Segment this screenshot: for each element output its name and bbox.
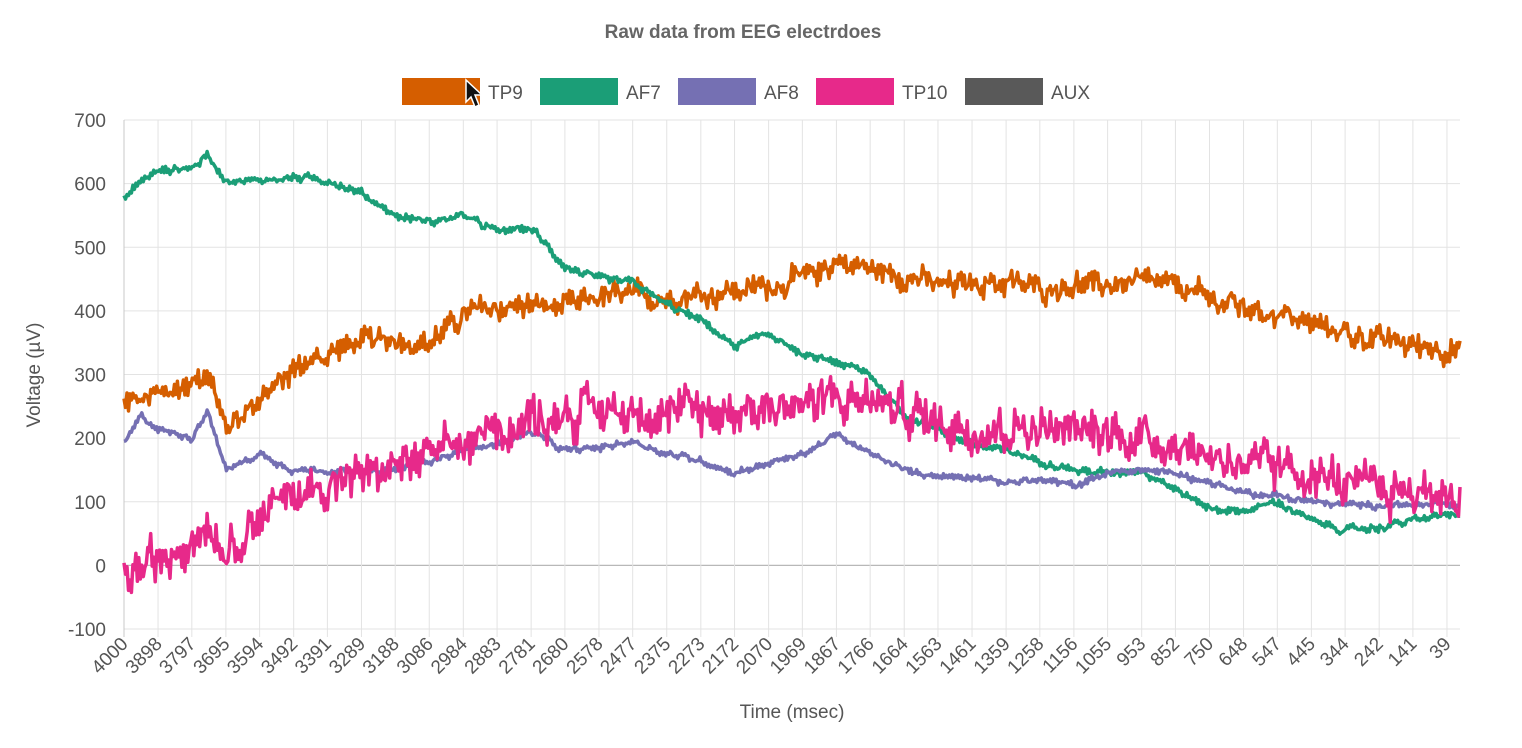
y-tick-label: 0	[95, 556, 106, 577]
x-tick-label: 2883	[461, 634, 506, 679]
series-line-tp10	[122, 374, 1462, 595]
y-tick-label: 100	[74, 493, 106, 514]
x-tick-label: 750	[1181, 634, 1218, 671]
x-tick-label: 3898	[122, 634, 167, 679]
y-axis: 700 600 500 400 300 200 100 0 -100	[68, 111, 106, 641]
x-tick-label: 648	[1215, 634, 1252, 671]
x-tick-label: 1867	[800, 634, 845, 679]
x-tick-label: 1461	[936, 634, 981, 679]
legend-label-aux[interactable]: AUX	[1051, 83, 1090, 104]
x-tick-label: 242	[1350, 634, 1387, 671]
x-tick-label: 2172	[698, 634, 743, 679]
series-line-tp9	[122, 253, 1462, 435]
x-tick-label: 3289	[325, 634, 370, 679]
series-line-af7	[122, 149, 1461, 536]
x-tick-label: 3188	[359, 634, 404, 679]
legend-swatch-tp10[interactable]	[816, 78, 894, 105]
y-tick-label: 400	[74, 302, 106, 323]
y-tick-label: 300	[74, 366, 106, 387]
x-tick-label: 2070	[732, 634, 777, 679]
series-layer	[122, 149, 1462, 595]
x-tick-label: 2375	[631, 634, 676, 679]
legend: TP9 AF7 AF8 TP10 AUX	[402, 78, 1090, 105]
x-tick-label: 1359	[970, 634, 1015, 679]
x-tick-label: 1664	[868, 633, 913, 678]
y-axis-label: Voltage (µV)	[24, 323, 45, 428]
x-tick-label: 547	[1249, 634, 1286, 671]
x-tick-label: 2578	[563, 634, 608, 679]
y-tick-label: 600	[74, 175, 106, 196]
x-tick-label: 1156	[1039, 634, 1083, 678]
x-tick-label: 141	[1384, 634, 1421, 671]
x-tick-label: 1563	[902, 634, 947, 679]
x-tick-label: 852	[1147, 634, 1184, 671]
y-tick-label: 500	[74, 238, 106, 259]
x-tick-label: 3086	[393, 634, 438, 679]
x-tick-label: 344	[1316, 633, 1354, 671]
x-tick-label: 3695	[190, 634, 235, 679]
x-tick-label: 3391	[291, 634, 336, 679]
x-tick-label: 1969	[766, 634, 811, 679]
x-tick-label: 2680	[529, 634, 574, 679]
y-tick-label: 700	[74, 111, 106, 132]
legend-label-tp10[interactable]: TP10	[902, 83, 947, 104]
legend-swatch-aux[interactable]	[965, 78, 1043, 105]
x-tick-label: 3594	[223, 633, 268, 678]
chart-title: Raw data from EEG electrdoes	[605, 22, 882, 43]
legend-swatch-af8[interactable]	[678, 78, 756, 105]
y-tick-label: -100	[68, 620, 106, 641]
x-tick-label: 2273	[665, 634, 710, 679]
x-tick-label: 2477	[596, 634, 641, 679]
x-tick-label: 1766	[834, 634, 879, 679]
x-tick-label: 953	[1113, 634, 1150, 671]
x-tick-label: 3797	[156, 634, 201, 679]
gridlines	[123, 119, 1460, 637]
legend-label-af8[interactable]: AF8	[764, 83, 799, 104]
x-tick-label: 2781	[495, 634, 540, 679]
x-tick-label: 1055	[1071, 634, 1116, 679]
legend-label-tp9[interactable]: TP9	[488, 83, 523, 104]
legend-label-af7[interactable]: AF7	[626, 83, 661, 104]
x-tick-label: 3492	[257, 634, 302, 679]
x-tick-label: 445	[1283, 634, 1320, 671]
x-tick-label: 1258	[1004, 634, 1049, 679]
x-tick-label: 2984	[427, 633, 472, 678]
x-tick-label: 39	[1426, 634, 1456, 664]
legend-swatch-af7[interactable]	[540, 78, 618, 105]
x-axis: 4000389837973695359434923391328931883086…	[88, 633, 1456, 678]
y-tick-label: 200	[74, 429, 106, 450]
x-axis-label: Time (msec)	[740, 702, 845, 723]
mouse-cursor-icon	[465, 78, 484, 109]
